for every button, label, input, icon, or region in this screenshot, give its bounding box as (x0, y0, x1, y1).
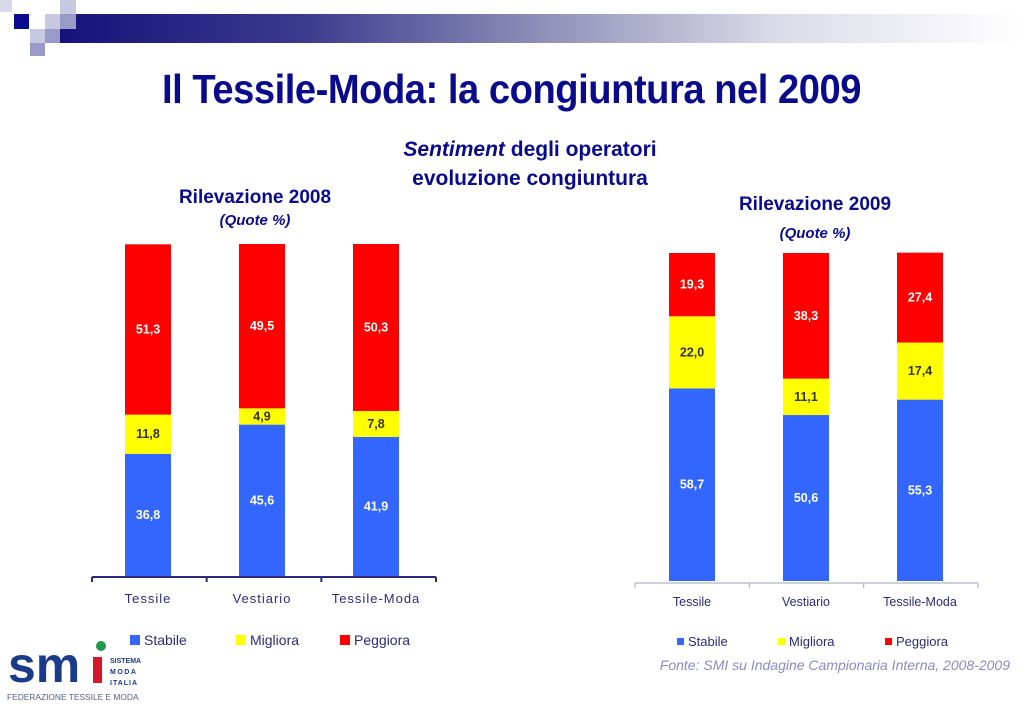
bar-2009-stabile-tessile-moda (897, 399, 943, 581)
data-label-2008-peggiora-tessile: 51,3 (136, 322, 160, 336)
logo-dot-icon (96, 641, 106, 651)
category-label-2008-vestiario: Vestiario (233, 591, 292, 606)
legend-label-peggiora: Peggiora (354, 632, 411, 648)
bar-2009-peggiora-tessile (669, 253, 715, 317)
legend-item-2008-stabile: Stabile (130, 632, 187, 648)
chart-2008-title: Rilevazione 2008 (178, 187, 332, 208)
legend-label-stabile: Stabile (144, 632, 187, 648)
category-label-2009-tessile-moda: Tessile-Moda (883, 595, 957, 609)
bar-2008-peggiora-vestiario (239, 244, 285, 409)
category-label-2008-tessile: Tessile (125, 591, 172, 606)
data-label-2008-migliora-tessile-moda: 7,8 (367, 417, 384, 431)
data-label-2009-migliora-vestiario: 11,1 (794, 390, 818, 404)
chart-2008-plot: 36,8 11,8 51,3 Tessile 45,6 4,9 49,5 Vestiario 4… (91, 244, 437, 606)
logo-tagline: FEDERAZIONE TESSILE E MODA (7, 692, 139, 702)
legend-label-stabile: Stabile (688, 634, 728, 649)
bar-2009-peggiora-vestiario (783, 253, 829, 379)
data-label-2009-stabile-tessile-moda: 55,3 (908, 483, 932, 497)
legend-label-peggiora: Peggiora (896, 634, 949, 649)
legend-label-migliora: Migliora (250, 632, 300, 648)
data-label-2009-peggiora-vestiario: 38,3 (794, 309, 818, 323)
legend-item-2009-stabile: Stabile (677, 634, 728, 649)
data-label-2009-peggiora-tessile: 19,3 (680, 278, 704, 292)
logo-line3: ITALIA (110, 680, 138, 687)
data-label-2008-peggiora-tessile-moda: 50,3 (364, 320, 388, 334)
data-label-2008-migliora-vestiario: 4,9 (253, 409, 270, 423)
logo-i-stem (93, 657, 102, 683)
data-label-2008-stabile-vestiario: 45,6 (250, 493, 274, 507)
category-label-2009-tessile: Tessile (673, 595, 711, 609)
bar-2008-stabile-vestiario (239, 424, 285, 576)
legend-swatch-peggiora (340, 635, 350, 645)
logo-line1: SISTEMA (110, 658, 141, 665)
bar-2009-stabile-vestiario (783, 415, 829, 581)
data-label-2009-stabile-tessile: 58,7 (680, 478, 704, 492)
legend-item-2009-migliora: Migliora (778, 634, 835, 649)
bar-2009-peggiora-tessile-moda (897, 252, 943, 343)
legend-label-migliora: Migliora (789, 634, 835, 649)
chart-2008-subtitle: (Quote %) (219, 212, 291, 229)
legend-item-2008-peggiora: Peggiora (340, 632, 410, 648)
slide-title: Il Tessile-Moda: la congiuntura nel 2009 (162, 66, 861, 112)
bar-2009-migliora-tessile-moda (897, 342, 943, 400)
bar-2008-migliora-tessile (125, 414, 171, 454)
category-label-2008-tessile-moda: Tessile-Moda (332, 591, 421, 606)
source-note: Fonte: SMI su Indagine Campionaria Inter… (659, 657, 1010, 673)
category-label-2009-vestiario: Vestiario (782, 595, 830, 609)
bar-2008-peggiora-tessile (125, 244, 171, 415)
subtitle-rest: degli operatori (504, 138, 657, 161)
bar-2009-migliora-vestiario (783, 378, 829, 416)
data-label-2009-peggiora-tessile-moda: 27,4 (908, 291, 932, 305)
data-label-2008-stabile-tessile: 36,8 (136, 508, 160, 522)
legend-swatch-stabile (677, 638, 684, 645)
legend-swatch-migliora (778, 638, 785, 645)
subtitle-italic: Sentiment (403, 138, 505, 161)
subtitle-line2: evoluzione congiuntura (412, 167, 648, 190)
data-label-2009-migliora-tessile-moda: 17,4 (908, 364, 932, 378)
data-label-2009-migliora-tessile: 22,0 (680, 345, 704, 359)
chart-2009-subtitle: (Quote %) (779, 225, 851, 242)
data-label-2008-migliora-tessile: 11,8 (136, 427, 160, 441)
legend-swatch-migliora (236, 635, 246, 645)
legend-swatch-peggiora (885, 638, 892, 645)
bar-2009-stabile-tessile (669, 388, 715, 581)
logo-mark-sm: sm (8, 638, 80, 693)
data-label-2009-stabile-vestiario: 50,6 (794, 491, 818, 505)
bar-2008-peggiora-tessile-moda (353, 244, 399, 411)
legend-item-2008-migliora: Migliora (236, 632, 299, 648)
chart-2009-title: Rilevazione 2009 (738, 194, 892, 215)
slide-subtitle: Sentiment degli operatori evoluzione con… (330, 135, 730, 193)
data-label-2008-peggiora-vestiario: 49,5 (250, 319, 274, 333)
legend-item-2009-peggiora: Peggiora (885, 634, 948, 649)
bar-2008-migliora-vestiario (239, 408, 285, 425)
bar-2009-migliora-tessile (669, 316, 715, 389)
bar-2008-migliora-tessile-moda (353, 410, 399, 437)
header-gradient-band (60, 14, 1023, 43)
smi-logo: sm SISTEMA MODA ITALIA FEDERAZIONE TESSI… (6, 637, 146, 704)
bar-2008-stabile-tessile (125, 453, 171, 576)
logo-line2: MODA (110, 669, 137, 676)
data-label-2008-stabile-tessile-moda: 41,9 (364, 499, 388, 513)
chart-2009-plot: 58,7 22,0 19,3 Tessile 50,6 11,1 38,3 Vestiario… (634, 252, 979, 609)
bar-2008-stabile-tessile-moda (353, 436, 399, 576)
legend-swatch-stabile (130, 635, 140, 645)
